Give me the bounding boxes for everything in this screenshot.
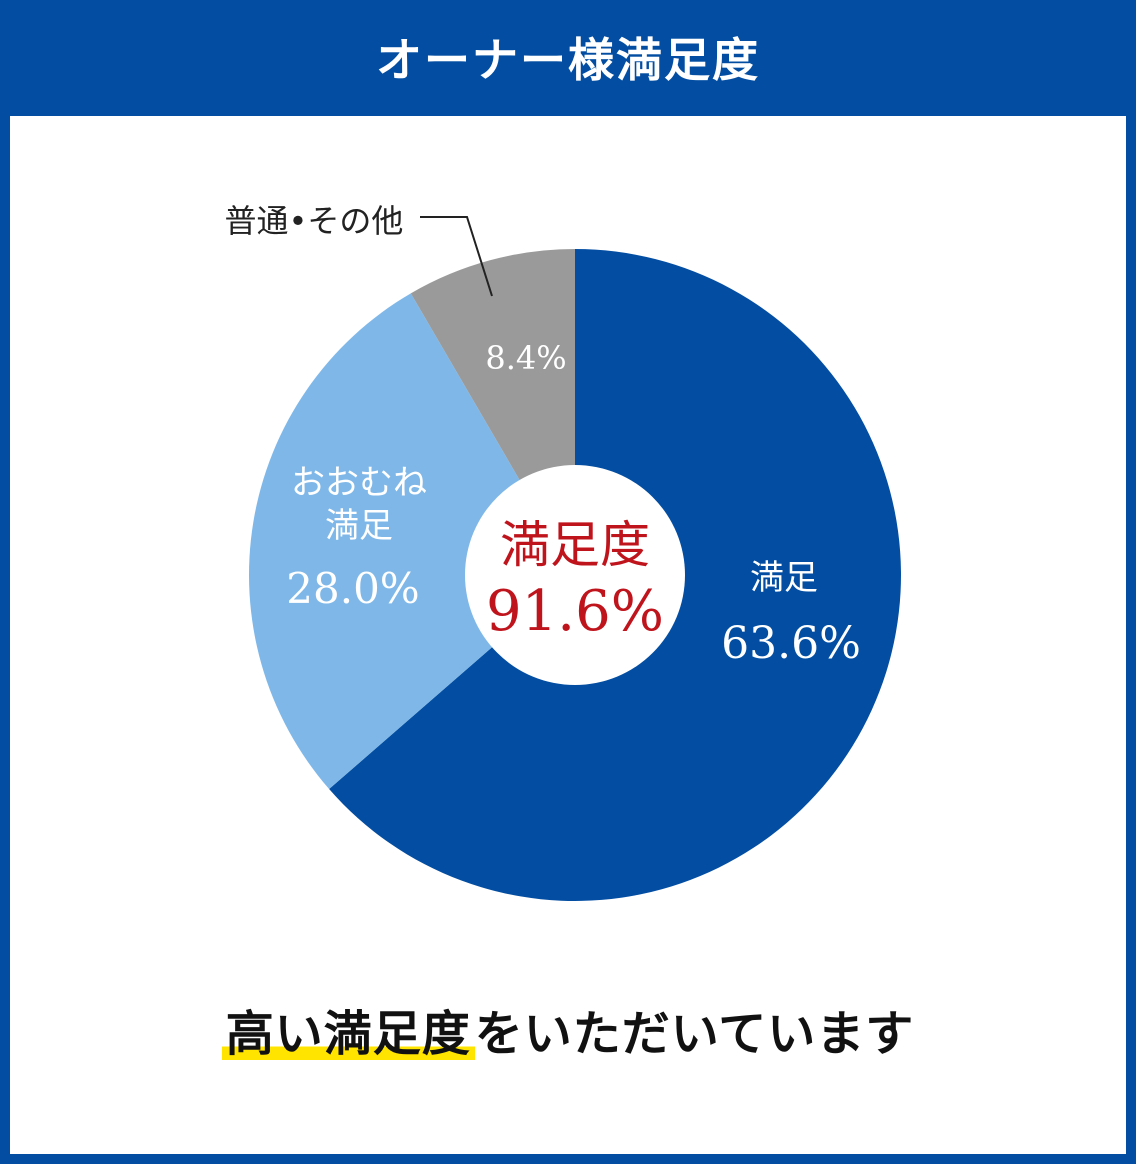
page-title: オーナー様満足度 (376, 33, 760, 87)
pie-slice (249, 293, 575, 790)
category-label: 満足 (750, 558, 818, 598)
chart-panel: 満足 63.6% おおむね 満足 28.0% 普通•その他 8.4% 満足度 91.6% 高… (10, 116, 1126, 1154)
value-label: 63.6% (721, 618, 861, 669)
center-title: 満足度 (500, 516, 650, 574)
footer-tagline: 高い満足度をいただいています (10, 994, 1126, 1064)
value-label: 8.4% (485, 339, 566, 377)
center-value: 91.6% (486, 579, 664, 644)
tagline-rest: をいただいています (474, 1006, 915, 1062)
donut-hole (465, 465, 685, 685)
category-label: おおむね (291, 463, 427, 503)
category-label: 満足 (325, 506, 393, 546)
value-label: 28.0% (286, 564, 419, 613)
category-label: 普通•その他 (225, 202, 404, 240)
tagline-highlight: 高い満足度 (221, 1006, 475, 1062)
leader-line-other (420, 216, 493, 297)
